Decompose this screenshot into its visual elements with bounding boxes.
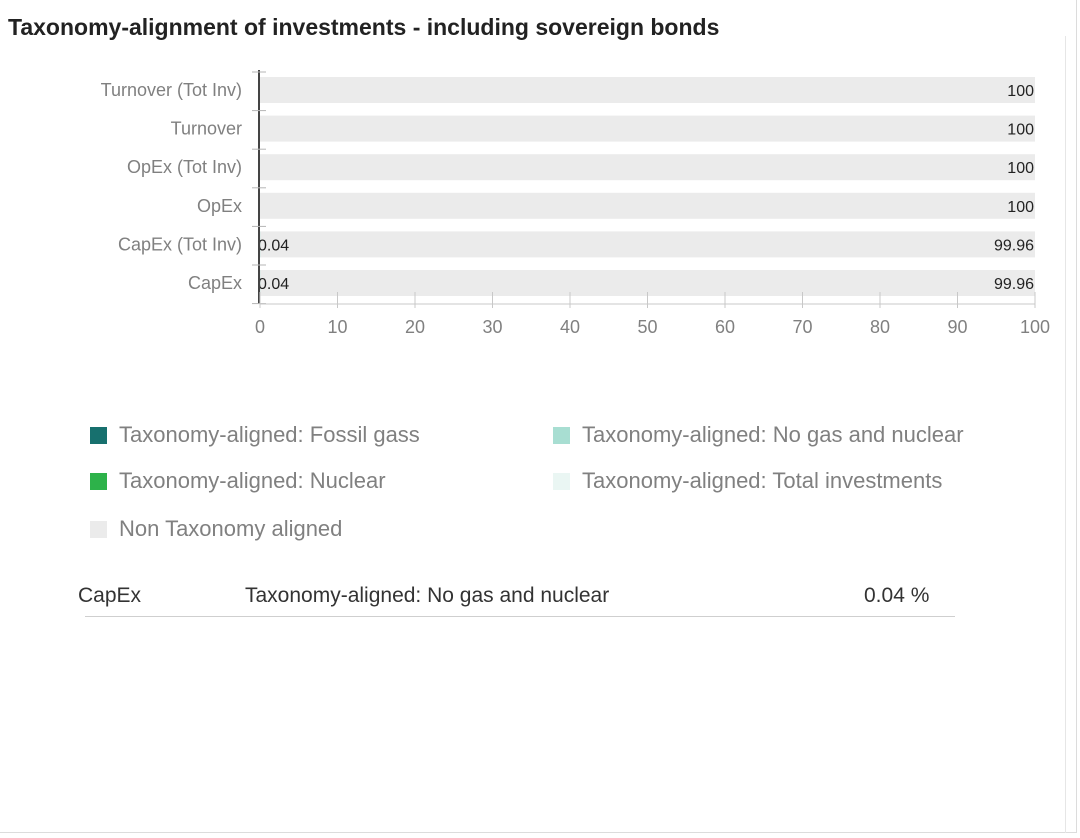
data-label: 99.96 xyxy=(994,276,1034,293)
bar-segment[interactable] xyxy=(260,115,1035,142)
legend-label: Non Taxonomy aligned xyxy=(119,516,343,541)
category-label: Turnover xyxy=(171,119,242,139)
legend-label: Taxonomy-aligned: Total investments xyxy=(582,468,943,493)
bar-chart: Turnover (Tot Inv) Turnover OpEx (Tot Inv)… xyxy=(101,70,1050,337)
bar-segment[interactable] xyxy=(260,270,1035,296)
legend-label: Taxonomy-aligned: No gas and nuclear xyxy=(582,422,964,447)
legend-swatch xyxy=(553,426,570,444)
legend-item-non-aligned[interactable]: Non Taxonomy aligned xyxy=(90,516,342,542)
summary-value: 0.04 % xyxy=(864,584,930,607)
x-tick-label: 70 xyxy=(792,317,812,337)
x-tick-label: 80 xyxy=(870,317,890,337)
summary-series: Taxonomy-aligned: No gas and nuclear xyxy=(245,584,610,607)
hover-summary-row: CapEx Taxonomy-aligned: No gas and nucle… xyxy=(78,582,955,617)
x-tick-label: 50 xyxy=(637,317,657,337)
legend-swatch xyxy=(90,520,107,538)
legend-item-no-gas-nuclear[interactable]: Taxonomy-aligned: No gas and nuclear xyxy=(553,422,964,448)
x-tick-label: 30 xyxy=(482,317,502,337)
data-label: 100 xyxy=(1007,199,1034,216)
legend-item-nuclear[interactable]: Taxonomy-aligned: Nuclear xyxy=(90,468,386,494)
legend-swatch xyxy=(90,426,107,444)
legend-label: Taxonomy-aligned: Nuclear xyxy=(119,468,386,493)
chart-title: Taxonomy-alignment of investments - incl… xyxy=(8,14,720,40)
summary-category: CapEx xyxy=(78,584,142,607)
x-tick-label: 90 xyxy=(947,317,967,337)
legend-item-fossil-gas[interactable]: Taxonomy-aligned: Fossil gass xyxy=(90,422,420,448)
category-label: Turnover (Tot Inv) xyxy=(101,80,242,100)
x-tick-label: 10 xyxy=(327,317,347,337)
data-label: 0.04 xyxy=(258,237,289,254)
category-label: OpEx (Tot Inv) xyxy=(127,157,242,177)
bar-segment[interactable] xyxy=(260,77,1035,103)
data-label: 99.96 xyxy=(994,237,1034,254)
category-label: OpEx xyxy=(197,196,242,216)
data-label: 100 xyxy=(1007,122,1034,139)
data-label: 100 xyxy=(1007,160,1034,177)
legend-swatch xyxy=(553,472,570,490)
data-label: 0.04 xyxy=(258,276,289,293)
bar-segment[interactable] xyxy=(260,154,1035,181)
legend-label: Taxonomy-aligned: Fossil gass xyxy=(119,422,420,447)
x-tick-label: 60 xyxy=(715,317,735,337)
panel-divider xyxy=(1065,36,1066,833)
data-label: 100 xyxy=(1007,83,1034,100)
category-label: CapEx xyxy=(188,273,242,293)
legend-swatch xyxy=(90,472,107,490)
bar-segment[interactable] xyxy=(260,231,1035,258)
x-tick-label: 40 xyxy=(560,317,580,337)
x-tick-label: 100 xyxy=(1020,317,1050,337)
legend-item-total-investments[interactable]: Taxonomy-aligned: Total investments xyxy=(553,468,942,494)
category-label: CapEx (Tot Inv) xyxy=(118,234,242,254)
x-tick-label: 20 xyxy=(405,317,425,337)
x-tick-label: 0 xyxy=(255,317,265,337)
bar-segment[interactable] xyxy=(260,192,1035,219)
